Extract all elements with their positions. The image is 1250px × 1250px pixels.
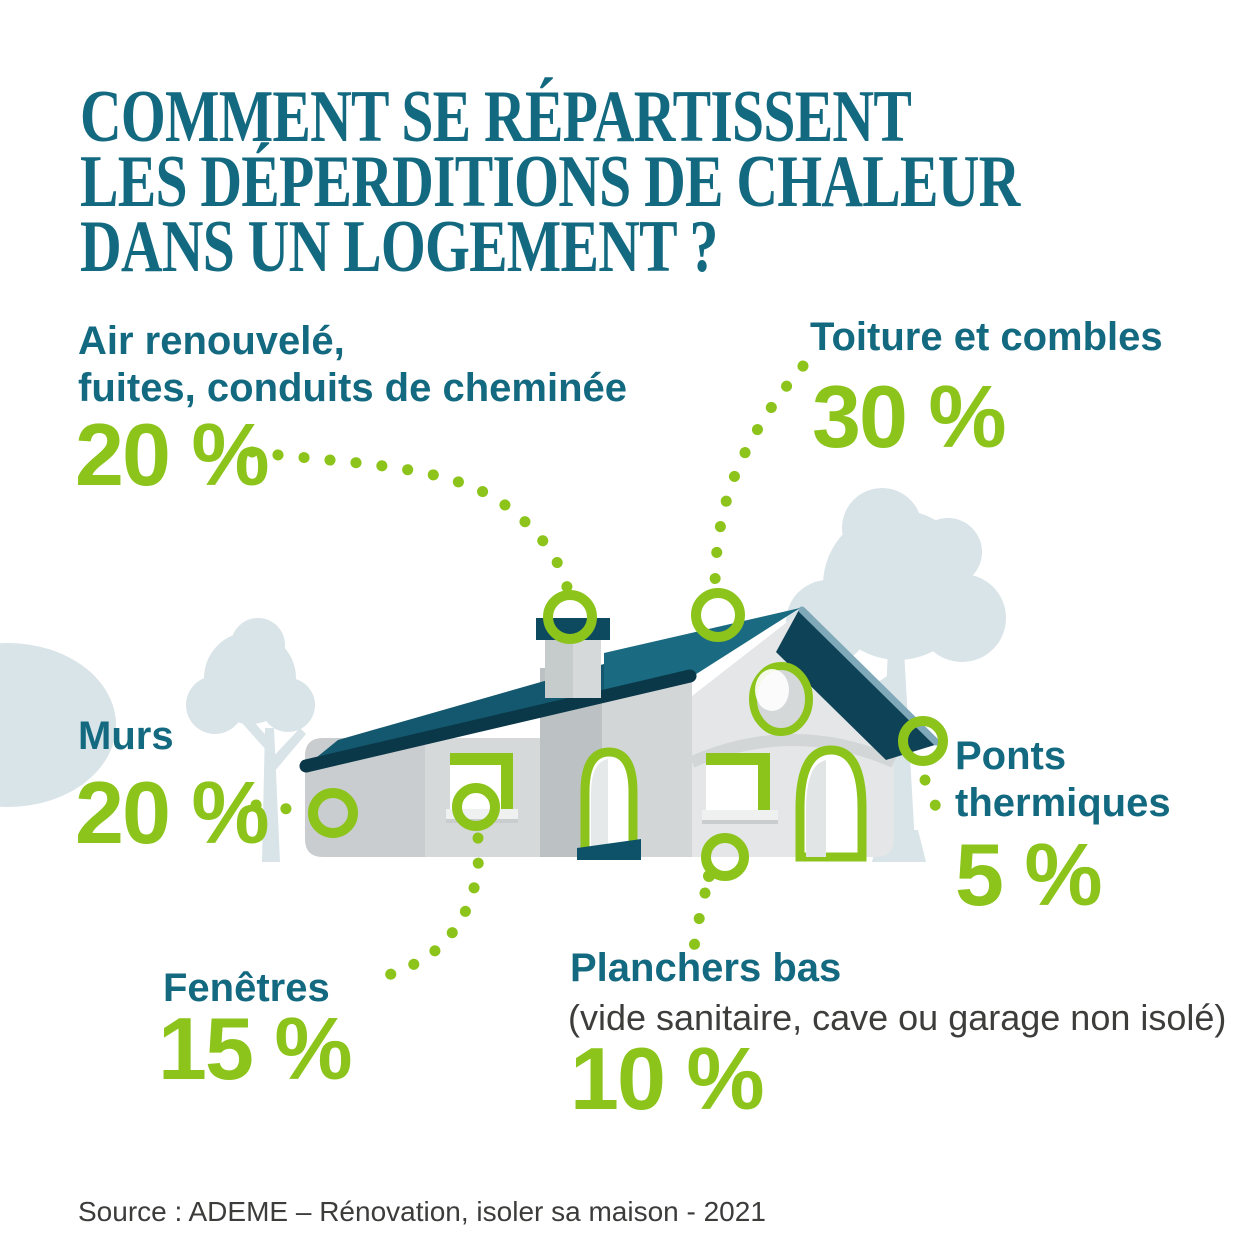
leader-toiture — [709, 360, 809, 595]
marker-floor-tail-dot — [703, 870, 715, 882]
marker-chimney — [543, 590, 597, 644]
planchers-sublabel: (vide sanitaire, cave ou garage non isol… — [568, 997, 1227, 1038]
title-line-2: LES DÉPERDITIONS DE CHALEUR — [80, 141, 1020, 224]
air-value: 20 % — [75, 405, 270, 504]
air-label-line2: fuites, conduits de cheminée — [78, 366, 628, 410]
ponts-label-line2: thermiques — [955, 781, 1171, 825]
air-label-line1: Air renouvelé, — [78, 319, 345, 363]
door — [577, 747, 641, 860]
leader-lines — [246, 360, 942, 986]
toiture-value: 30 % — [812, 367, 1007, 466]
leader-air — [246, 446, 574, 597]
fenetres-label: Fenêtres — [163, 966, 330, 1010]
window-gable-arched — [795, 745, 867, 862]
title-line-1: COMMENT SE RÉPARTISSENT — [80, 76, 912, 159]
murs-label: Murs — [78, 714, 174, 758]
marker-thermal-bridge — [898, 716, 948, 766]
page-title: COMMENT SE RÉPARTISSENT LES DÉPERDITIONS… — [80, 76, 1250, 289]
leak-markers — [308, 588, 948, 881]
tree-big-right — [786, 488, 1006, 862]
window-gable-square — [702, 753, 778, 824]
door-step — [577, 839, 641, 860]
ponts-value: 5 % — [955, 825, 1103, 924]
marker-floor — [701, 833, 749, 881]
background-trees — [0, 488, 1006, 862]
planchers-value: 10 % — [570, 1029, 765, 1128]
leader-ponts — [919, 774, 942, 813]
tree-small-left — [186, 618, 315, 862]
marker-roof — [691, 588, 745, 642]
ponts-label-line1: Ponts — [955, 734, 1067, 778]
title-line-3: DANS UN LOGEMENT ? — [80, 206, 718, 289]
source-text: Source : ADEME – Rénovation, isoler sa m… — [78, 1196, 766, 1227]
fenetres-value: 15 % — [158, 999, 353, 1098]
murs-value: 20 % — [75, 763, 270, 862]
ponts-label: Ponts thermiques — [955, 733, 1171, 827]
leader-murs — [250, 799, 294, 815]
toiture-label: Toiture et combles — [810, 315, 1163, 359]
leader-fenetres — [364, 832, 485, 986]
leader-planchers — [688, 887, 711, 953]
tree-left-edge — [0, 643, 116, 807]
round-window — [749, 662, 813, 736]
air-label: Air renouvelé, fuites, conduits de chemi… — [78, 318, 627, 412]
marker-window — [452, 783, 500, 831]
planchers-label: Planchers bas — [570, 946, 842, 990]
marker-wall — [308, 788, 358, 838]
